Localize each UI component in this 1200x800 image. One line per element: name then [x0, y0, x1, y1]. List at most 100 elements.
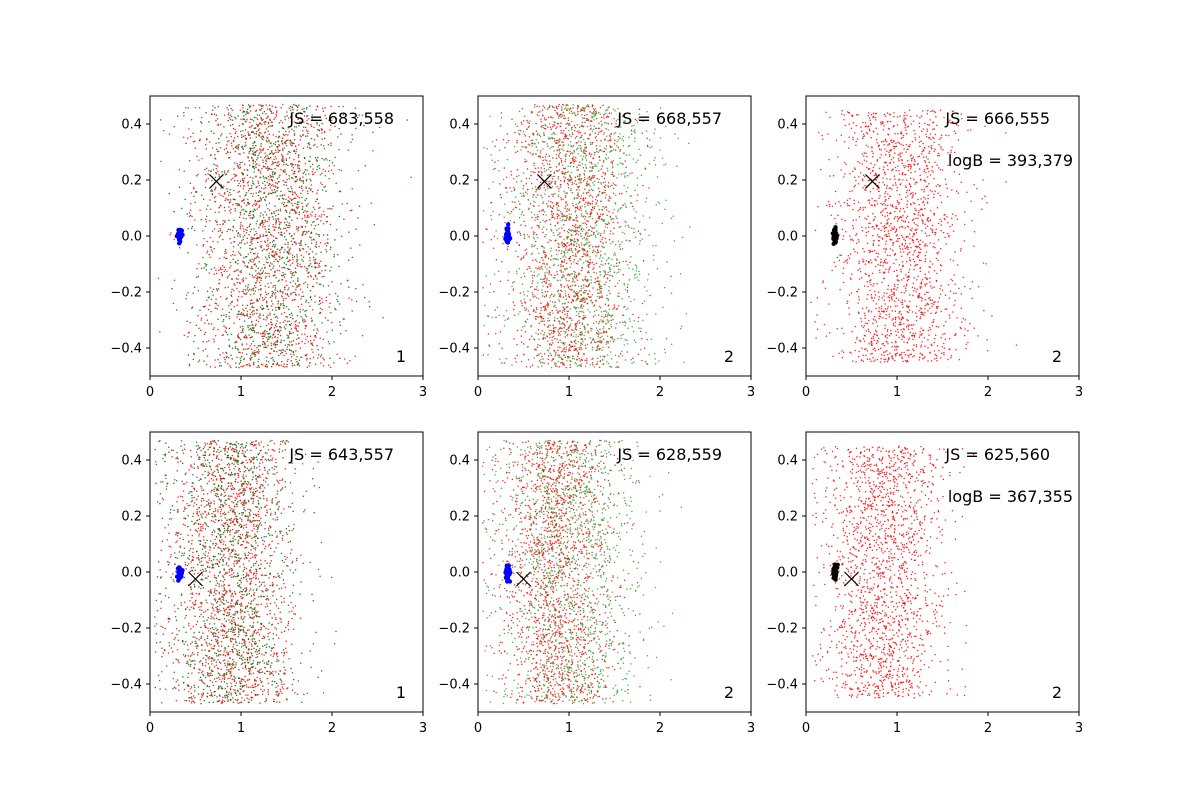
data-point — [616, 259, 618, 261]
data-point — [602, 133, 605, 135]
data-point — [582, 179, 585, 182]
data-point — [492, 181, 494, 183]
data-point — [246, 288, 249, 290]
data-point — [262, 332, 265, 334]
data-point — [536, 213, 539, 216]
data-point — [213, 273, 216, 275]
data-point — [200, 267, 203, 270]
data-point — [311, 215, 313, 217]
data-point — [513, 221, 516, 223]
data-point — [342, 105, 344, 108]
data-point — [242, 208, 245, 211]
data-point — [279, 258, 281, 261]
data-point — [244, 141, 247, 144]
data-point — [545, 233, 547, 236]
data-point — [542, 126, 544, 129]
data-point — [229, 199, 232, 201]
data-point — [557, 242, 559, 245]
data-point — [585, 226, 588, 229]
data-point — [549, 137, 551, 140]
data-point — [522, 343, 525, 345]
data-point — [548, 347, 551, 349]
data-point — [560, 116, 562, 118]
data-point — [567, 293, 570, 296]
data-point — [308, 230, 310, 233]
data-point — [574, 206, 577, 209]
data-point — [257, 267, 259, 269]
data-point — [597, 346, 600, 348]
data-point — [222, 220, 224, 222]
data-point — [199, 209, 201, 211]
data-point — [579, 360, 582, 362]
data-point — [663, 164, 665, 166]
data-point — [245, 307, 247, 309]
data-point — [274, 285, 277, 287]
data-point — [281, 351, 283, 354]
data-point — [253, 263, 256, 266]
data-point — [576, 135, 578, 138]
data-point — [186, 213, 188, 215]
data-point — [264, 225, 266, 228]
data-point — [329, 129, 331, 131]
data-point — [277, 160, 280, 163]
data-point — [628, 136, 630, 139]
data-point — [265, 113, 267, 115]
data-point — [664, 208, 666, 210]
data-point — [604, 173, 606, 176]
data-point — [224, 252, 226, 255]
data-point — [540, 302, 542, 305]
data-point — [258, 288, 260, 291]
data-point — [543, 324, 546, 326]
data-point — [237, 232, 239, 235]
data-point — [556, 108, 559, 110]
data-point — [591, 112, 594, 115]
data-point — [564, 336, 567, 338]
data-point — [589, 213, 592, 216]
data-point — [620, 334, 622, 337]
data-point — [606, 109, 608, 111]
data-point — [264, 256, 267, 258]
data-point — [234, 209, 237, 212]
data-point — [624, 359, 627, 361]
data-point — [242, 111, 244, 113]
data-point — [574, 126, 577, 129]
data-point — [222, 320, 224, 323]
data-point — [561, 358, 563, 361]
data-point — [576, 220, 579, 222]
data-point — [559, 183, 562, 186]
data-point — [274, 270, 276, 272]
data-point — [241, 178, 244, 180]
data-point — [261, 123, 263, 126]
data-point — [633, 320, 636, 322]
data-point — [204, 173, 207, 176]
data-point — [230, 242, 232, 244]
data-point — [192, 132, 194, 134]
data-point — [588, 161, 591, 164]
data-point — [275, 315, 278, 318]
data-point — [574, 271, 577, 274]
data-point — [495, 230, 497, 232]
data-point — [565, 136, 567, 138]
data-point — [591, 349, 594, 351]
data-point — [291, 144, 293, 147]
data-point — [207, 204, 209, 207]
data-point — [238, 351, 240, 353]
data-point — [296, 363, 299, 366]
data-point — [264, 291, 267, 293]
data-point — [297, 167, 299, 169]
data-point — [219, 266, 222, 269]
data-point — [560, 356, 562, 359]
data-point — [254, 252, 256, 255]
data-point — [239, 270, 241, 273]
data-point — [599, 336, 601, 339]
data-point — [239, 235, 241, 238]
data-point — [583, 117, 585, 120]
data-point — [313, 329, 315, 331]
data-point — [274, 161, 277, 164]
data-point — [204, 262, 206, 265]
data-point — [258, 191, 260, 193]
data-point — [200, 116, 203, 119]
data-point — [564, 207, 566, 210]
data-point — [266, 136, 268, 139]
data-point — [608, 268, 611, 270]
